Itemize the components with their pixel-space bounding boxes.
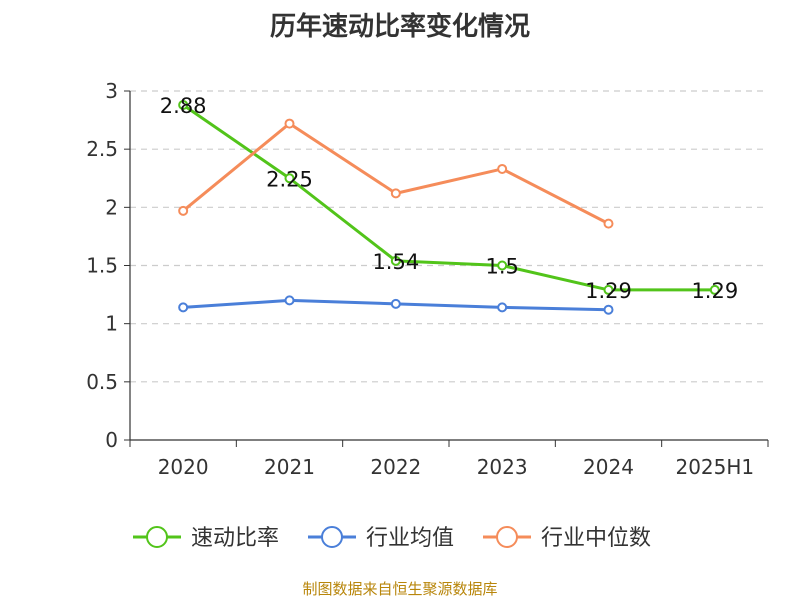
data-label: 1.54	[372, 250, 419, 274]
x-tick-label: 2025H1	[675, 455, 754, 479]
data-point	[390, 255, 401, 266]
data-point	[284, 118, 295, 129]
data-point	[284, 173, 295, 184]
data-label: 1.5	[485, 255, 518, 279]
axes: 0 0.5 1 1.5 2 2.5 3 2020 2021 2022 2023 2024 2025H1	[86, 79, 769, 479]
legend-swatch-marker	[496, 526, 518, 548]
x-tick-label: 2020	[158, 455, 209, 479]
legend-item: 行业中位数	[483, 526, 651, 551]
data-point	[284, 295, 295, 306]
y-tick-label: 0	[105, 428, 118, 452]
data-point	[603, 284, 614, 295]
x-tick-label: 2024	[583, 455, 634, 479]
legend: 速动比率 行业均值 行业中位数	[133, 526, 651, 551]
data-label: 2.88	[160, 94, 207, 118]
y-tick-label: 2.5	[86, 137, 118, 161]
data-point	[603, 218, 614, 229]
data-point	[178, 99, 189, 110]
grid-lines	[130, 90, 768, 383]
legend-label: 行业中位数	[541, 526, 651, 551]
source-footer: 制图数据来自恒生聚源数据库	[302, 580, 498, 598]
x-tick-label: 2023	[477, 455, 528, 479]
series-line-3	[182, 122, 610, 225]
data-point	[497, 302, 508, 313]
data-label: 1.29	[585, 279, 632, 303]
chart-title: 历年速动比率变化情况	[269, 12, 530, 42]
legend-item: 行业均值	[308, 526, 454, 551]
data-label: 2.25	[266, 167, 313, 191]
y-tick-label: 1	[105, 312, 118, 336]
legend-swatch-marker	[321, 526, 343, 548]
y-tick-label: 2	[105, 195, 118, 219]
x-tick-label: 2022	[370, 455, 421, 479]
data-point	[390, 298, 401, 309]
data-labels: 2.88 2.25 1.54 1.5 1.29 1.29	[160, 94, 738, 303]
y-tick-label: 1.5	[86, 254, 118, 278]
data-point	[497, 163, 508, 174]
legend-swatch-marker	[146, 526, 168, 548]
legend-item: 速动比率	[133, 526, 279, 551]
data-point	[390, 188, 401, 199]
data-point	[497, 260, 508, 271]
data-label: 1.29	[691, 279, 738, 303]
x-tick-label: 2021	[264, 455, 315, 479]
legend-label: 行业均值	[366, 526, 454, 551]
legend-label: 速动比率	[191, 526, 279, 551]
y-tick-label: 0.5	[86, 370, 118, 394]
data-point	[709, 284, 720, 295]
data-point	[178, 205, 189, 216]
series-lines	[178, 99, 720, 315]
data-point	[603, 304, 614, 315]
y-tick-label: 3	[105, 79, 118, 103]
data-point	[178, 302, 189, 313]
series-line-1	[182, 103, 715, 292]
